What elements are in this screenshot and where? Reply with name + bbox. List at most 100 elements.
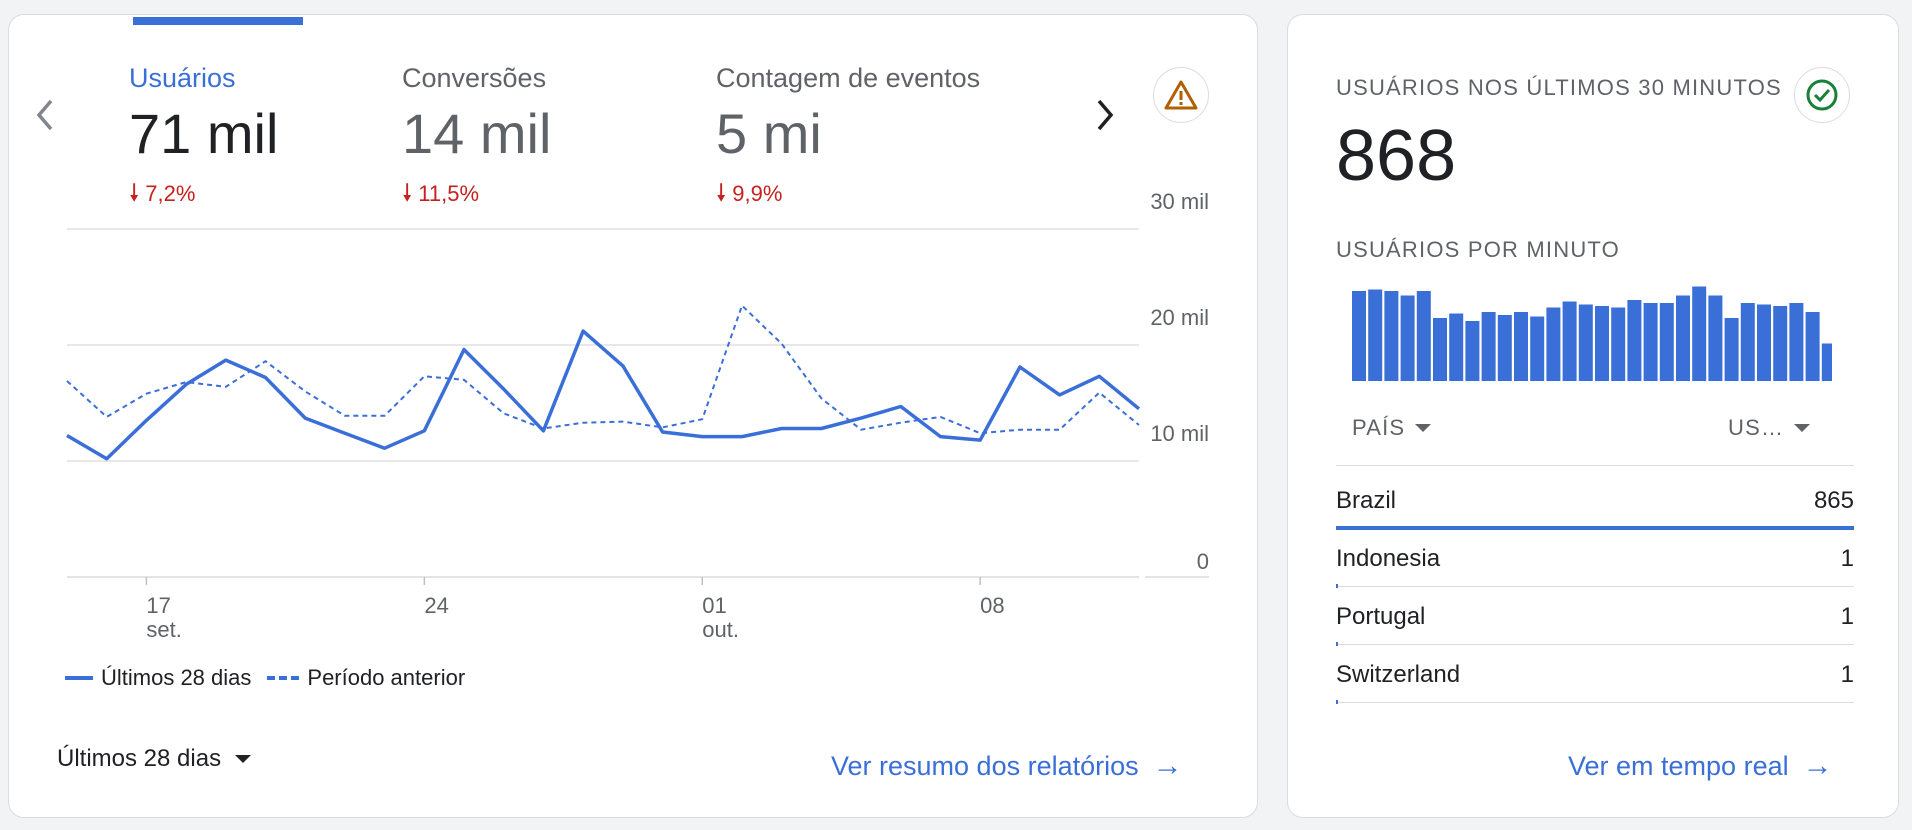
realtime-title: USUÁRIOS NOS ÚLTIMOS 30 MINUTOS [1336, 75, 1782, 100]
legend-label: Últimos 28 dias [101, 665, 252, 690]
x-tick-label: 24 [424, 593, 448, 618]
view-reports-summary-link[interactable]: Ver resumo dos relatórios → [831, 749, 1183, 783]
realtime-count: 868 [1336, 116, 1457, 196]
column-header-country[interactable]: PAÍS [1352, 415, 1432, 441]
metric-tab-usuarios[interactable]: Usuários 71 mil 🠗 7,2% [129, 63, 278, 217]
country-name: Portugal [1336, 603, 1426, 630]
metric-label: Usuários [129, 63, 236, 93]
metric-tab-conversoes[interactable]: Conversões 14 mil 🠗 11,5% [402, 63, 551, 217]
minute-bar [1465, 321, 1480, 381]
metric-value: 5 mi [716, 102, 822, 165]
realtime-card: USUÁRIOS NOS ÚLTIMOS 30 MINUTOS 868 USUÁ… [1287, 14, 1899, 818]
chevron-left-icon[interactable] [31, 95, 61, 142]
caret-down-icon [235, 755, 252, 763]
minute-bar [1562, 301, 1577, 381]
legend-swatch-dashed [267, 676, 300, 680]
link-label: Ver resumo dos relatórios [831, 750, 1139, 781]
legend-label: Período anterior [307, 665, 466, 690]
minute-bar [1805, 312, 1820, 381]
overview-card: Usuários 71 mil 🠗 7,2% Conversões 14 mil … [8, 14, 1258, 818]
users-per-minute-title: USUÁRIOS POR MINUTO [1336, 237, 1620, 262]
country-name: Brazil [1336, 487, 1397, 514]
minute-bar [1352, 291, 1366, 381]
chevron-right-icon[interactable] [1089, 95, 1119, 142]
metric-tab-contagem-eventos[interactable]: Contagem de eventos 5 mi 🠗 9,9% [716, 63, 980, 217]
metric-delta: 🠗 11,5% [402, 180, 480, 207]
minute-bar [1578, 304, 1593, 381]
minute-bar [1368, 289, 1383, 381]
arrow-down-icon: 🠗 [402, 180, 413, 207]
minute-bar [1676, 295, 1690, 381]
minute-bar [1740, 303, 1755, 381]
user-count: 865 [1813, 487, 1854, 514]
country-name: Indonesia [1336, 545, 1441, 572]
caret-down-icon [1415, 424, 1432, 432]
date-range-label: Últimos 28 dias [57, 745, 222, 772]
arrow-down-icon: 🠗 [129, 180, 140, 207]
series-line-periodo-anterior [66, 304, 1140, 435]
table-row[interactable]: Brazil 865 [1336, 471, 1854, 530]
divider [1336, 465, 1854, 466]
share-bar [1336, 584, 1339, 588]
minute-bar [1546, 307, 1561, 381]
minute-bar [1708, 295, 1723, 381]
check-circle-icon[interactable] [1794, 67, 1850, 123]
share-bar [1336, 700, 1339, 704]
y-tick-label: 30 mil [1150, 189, 1209, 214]
metric-label: Conversões [402, 63, 547, 93]
metric-delta: 🠗 9,9% [716, 180, 783, 207]
minute-bar [1595, 306, 1609, 381]
minute-bar [1821, 343, 1832, 381]
link-label: Ver em tempo real [1568, 750, 1789, 781]
minute-bar [1692, 286, 1707, 381]
minute-bar [1773, 306, 1788, 381]
date-range-selector[interactable]: Últimos 28 dias [57, 745, 252, 773]
metric-value: 14 mil [402, 102, 552, 165]
table-row[interactable]: Portugal 1 [1336, 587, 1854, 646]
minute-bar [1449, 313, 1464, 381]
y-tick-label: 20 mil [1150, 305, 1209, 330]
column-header-label: PAÍS [1352, 415, 1406, 440]
x-tick-month: out. [702, 617, 739, 642]
table-row[interactable]: Switzerland 1 [1336, 645, 1854, 704]
minute-bar [1497, 315, 1512, 381]
minute-bar [1530, 316, 1545, 381]
series-line-ultimos-28-dias [66, 329, 1141, 461]
user-count: 1 [1840, 603, 1854, 630]
minute-bar [1659, 303, 1674, 381]
minute-bar [1514, 312, 1528, 381]
minute-bar [1416, 291, 1431, 381]
y-tick-label: 10 mil [1150, 421, 1209, 446]
user-count: 1 [1840, 661, 1854, 688]
metric-delta: 🠗 7,2% [129, 180, 196, 207]
minute-bar [1384, 291, 1399, 381]
x-tick-label: 08 [980, 593, 1004, 618]
minute-bar [1433, 318, 1447, 381]
minute-bar [1481, 312, 1496, 381]
users-per-minute-chart [1352, 286, 1832, 381]
minute-bar [1400, 295, 1415, 381]
share-bar [1336, 526, 1854, 530]
minute-bar [1627, 300, 1642, 381]
minute-bar [1789, 303, 1804, 381]
minute-bar [1724, 318, 1739, 381]
tab-indicator [133, 17, 303, 25]
table-row[interactable]: Indonesia 1 [1336, 529, 1854, 588]
arrow-down-icon: 🠗 [716, 180, 727, 207]
chart-legend: Últimos 28 dias Período anterior [65, 665, 465, 691]
column-header-label: US… [1728, 415, 1785, 440]
metric-value: 71 mil [129, 102, 279, 165]
x-tick-label: 17 [146, 593, 170, 618]
x-tick-month: set. [146, 617, 181, 642]
caret-down-icon [1794, 424, 1811, 432]
share-bar [1336, 642, 1339, 646]
column-header-users[interactable]: US… [1728, 415, 1811, 441]
view-realtime-link[interactable]: Ver em tempo real → [1568, 749, 1833, 783]
arrow-right-icon: → [1802, 749, 1833, 782]
arrow-right-icon: → [1152, 749, 1183, 782]
warning-triangle-icon[interactable] [1153, 67, 1209, 123]
metric-label: Contagem de eventos [716, 63, 981, 93]
user-count: 1 [1840, 545, 1854, 572]
y-tick-label: 0 [1197, 549, 1209, 574]
